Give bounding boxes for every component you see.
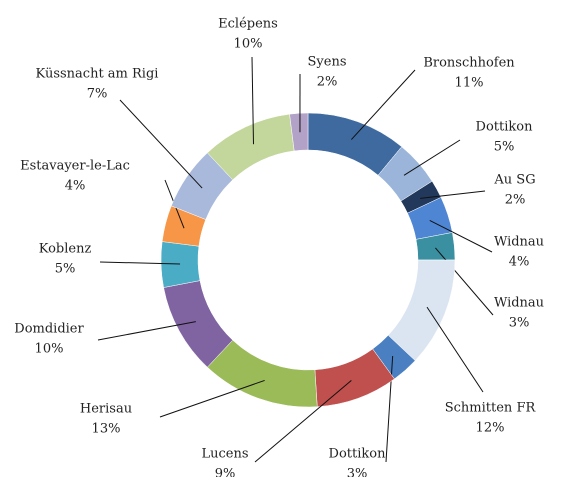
donut-segment [207, 339, 318, 408]
leader-line [435, 247, 494, 316]
slice-value-label: 7% [87, 87, 108, 102]
slice-value-label: 2% [505, 193, 526, 208]
donut-segment [160, 241, 201, 288]
slice-label: Au SG [493, 173, 535, 188]
leader-line [403, 139, 461, 176]
slice-label: Lucens [201, 447, 248, 462]
slice-value-label: 11% [455, 76, 484, 91]
slice-label: Widnau [494, 296, 544, 311]
donut-segment [289, 112, 309, 152]
slice-value-label: 13% [92, 422, 121, 437]
leader-line [159, 379, 265, 418]
slice-value-label: 5% [55, 262, 76, 277]
leader-line [119, 99, 203, 189]
slice-label: Koblenz [39, 242, 92, 257]
slice-value-label: 5% [494, 140, 515, 155]
leader-line [385, 355, 394, 463]
slice-label: Bronschhofen [423, 56, 515, 71]
slice-label: Schmitten FR [445, 401, 537, 416]
slice-label: Dottikon [329, 447, 387, 462]
leader-line [254, 380, 352, 463]
slice-label: Estavayer-le-Lac [20, 159, 130, 174]
slice-label: Syens [308, 55, 347, 70]
slice-value-label: 10% [35, 342, 64, 357]
slice-value-label: 12% [476, 421, 505, 436]
slice-value-label: 4% [65, 179, 86, 194]
slice-value-label: 2% [317, 75, 338, 90]
slice-value-label: 3% [347, 467, 368, 477]
slice-value-label: 3% [509, 316, 530, 331]
slice-value-label: 10% [234, 37, 263, 52]
slice-label: Widnau [494, 235, 544, 250]
leader-line [99, 261, 181, 265]
leader-line [350, 69, 416, 140]
leader-line [426, 306, 484, 393]
slice-label: Dottikon [476, 120, 534, 135]
slice-value-label: 4% [509, 255, 530, 270]
slice-label: Küssnacht am Rigi [36, 67, 159, 82]
leader-line [420, 190, 486, 199]
slice-label: Herisau [80, 402, 132, 417]
slice-label: Domdidier [14, 322, 84, 337]
leader-line [429, 219, 493, 253]
leader-line [97, 321, 196, 341]
slice-value-label: 9% [215, 467, 236, 477]
slice-label: Eclépens [218, 17, 278, 32]
leader-line [251, 56, 255, 145]
